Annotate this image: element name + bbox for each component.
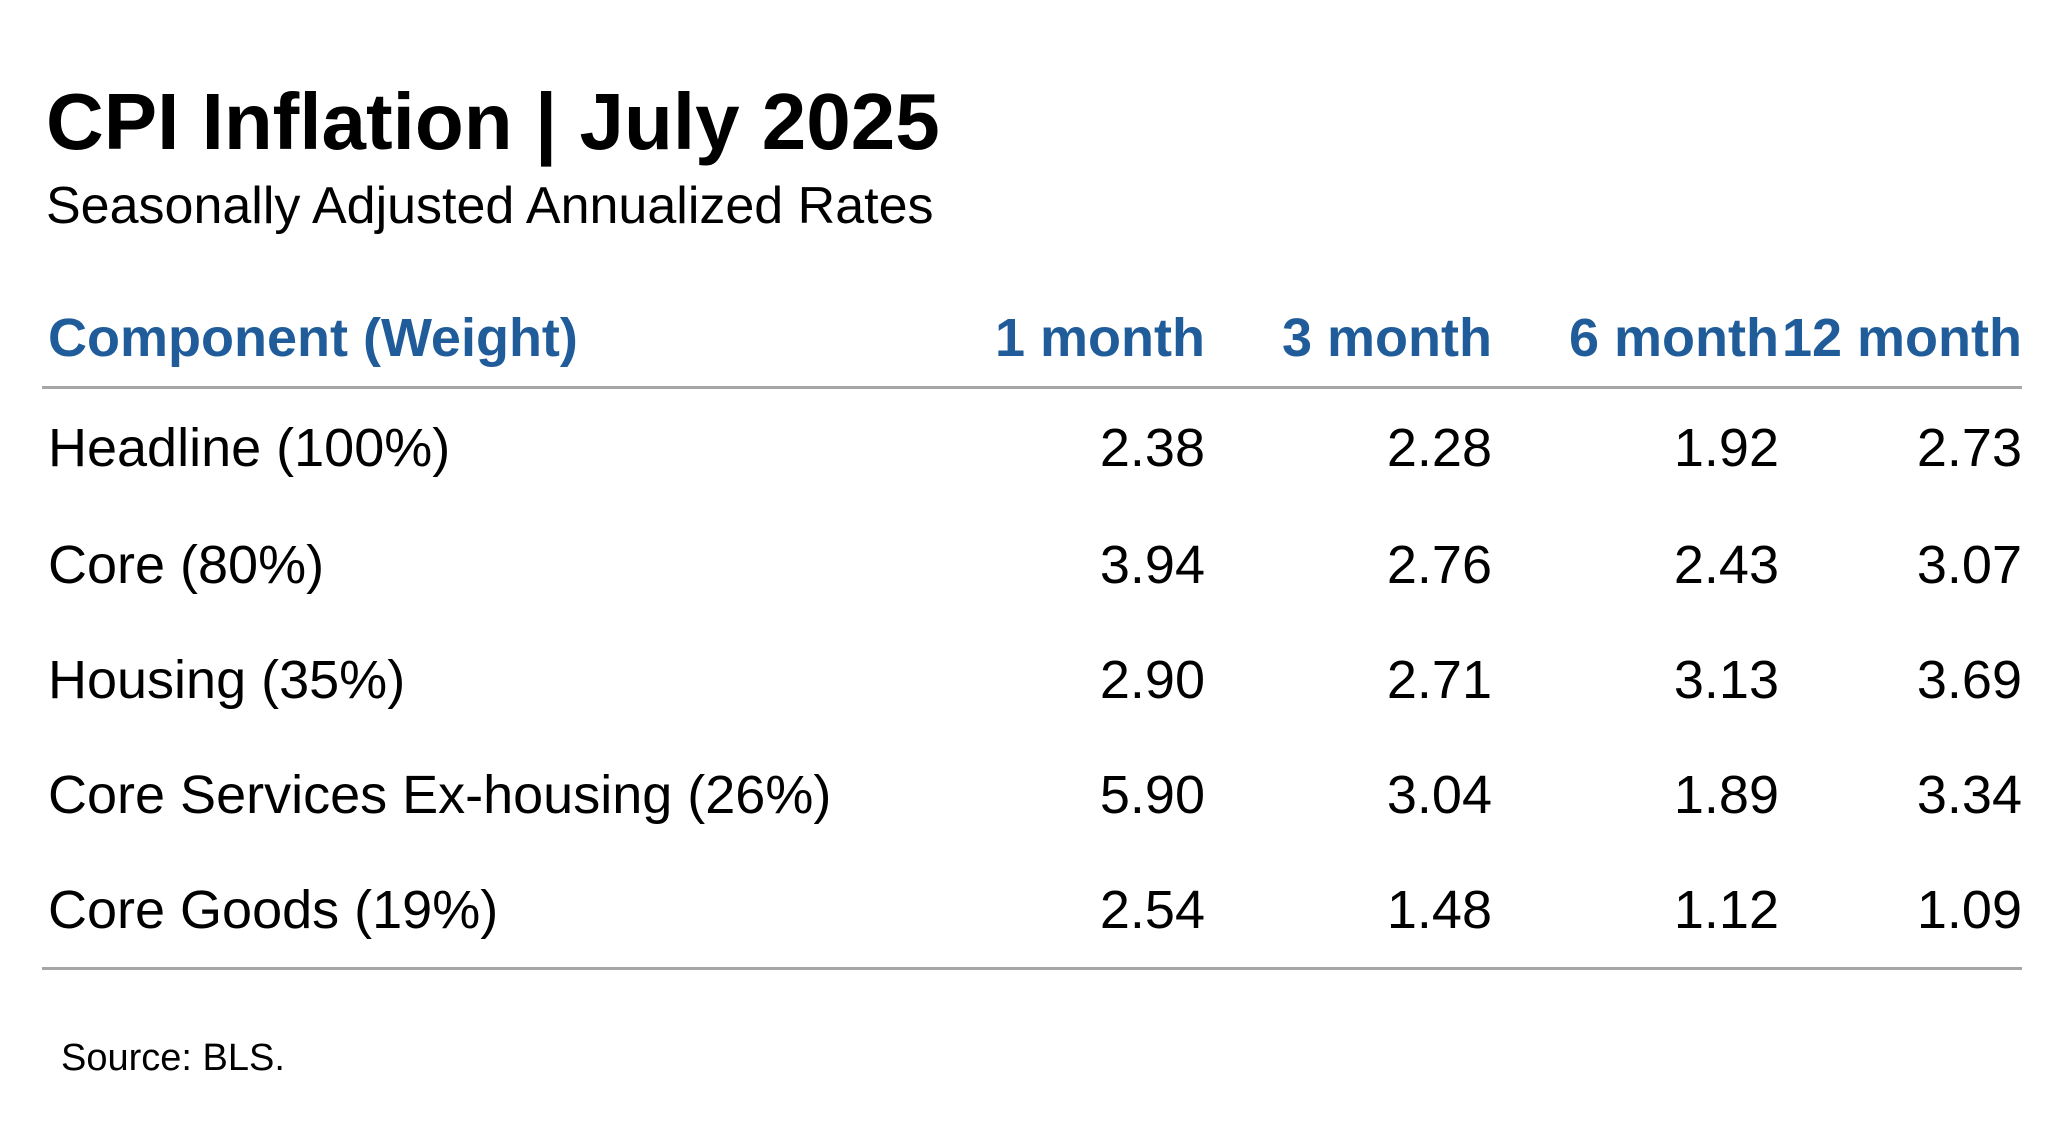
row-label: Core (80%) [48, 534, 325, 595]
cell-6-month: 3.13 [1673, 649, 1779, 710]
cell-12-month: 3.34 [1916, 764, 2022, 825]
table-row: Housing (35%) 2.90 2.71 3.13 3.69 [42, 622, 2022, 737]
column-header-12-month: 12 month [1779, 290, 2022, 389]
cell-12-month: 1.09 [1779, 852, 2022, 970]
column-header-1-month: 1 month [898, 290, 1205, 389]
inflation-table: Component (Weight) 1 month 3 month 6 mon… [42, 290, 2022, 970]
row-label: Headline (100%) [48, 418, 451, 478]
cell-6-month: 1.89 [1673, 764, 1779, 825]
cell-3-month: 2.76 [1386, 534, 1492, 595]
table-row: Headline (100%) 2.38 2.28 1.92 2.73 [42, 388, 2022, 508]
row-label: Housing (35%) [48, 649, 406, 710]
row-label: Core Goods (19%) [42, 852, 898, 970]
cell-1-month: 5.90 [1099, 764, 1205, 825]
cell-3-month: 3.04 [1386, 764, 1492, 825]
cell-3-month: 2.71 [1386, 649, 1492, 710]
column-header-component: Component (Weight) [42, 290, 898, 389]
source-note: Source: BLS. [61, 1037, 285, 1079]
chart-subtitle: Seasonally Adjusted Annualized Rates [46, 177, 934, 235]
cell-1-month: 2.90 [1099, 649, 1205, 710]
cell-1-month: 3.94 [1099, 534, 1205, 595]
row-label: Core Services Ex-housing (26%) [48, 764, 832, 825]
cell-12-month: 2.73 [1916, 418, 2022, 478]
cell-1-month: 2.38 [1099, 418, 1205, 478]
cell-6-month: 1.92 [1673, 418, 1779, 478]
cell-6-month: 2.43 [1673, 534, 1779, 595]
table-row: Core Goods (19%) 2.54 1.48 1.12 1.09 [42, 852, 2022, 970]
column-header-3-month: 3 month [1205, 290, 1492, 389]
cell-3-month: 2.28 [1386, 418, 1492, 478]
column-header-6-month: 6 month [1492, 290, 1779, 389]
cell-3-month: 1.48 [1205, 852, 1492, 970]
cell-6-month: 1.12 [1492, 852, 1779, 970]
cell-12-month: 3.69 [1916, 649, 2022, 710]
cell-12-month: 3.07 [1916, 534, 2022, 595]
table-header-row: Component (Weight) 1 month 3 month 6 mon… [42, 290, 2022, 389]
cell-1-month: 2.54 [898, 852, 1205, 970]
table-row: Core Services Ex-housing (26%) 5.90 3.04… [42, 737, 2022, 852]
chart-title: CPI Inflation | July 2025 [46, 77, 940, 166]
table-row: Core (80%) 3.94 2.76 2.43 3.07 [42, 507, 2022, 622]
